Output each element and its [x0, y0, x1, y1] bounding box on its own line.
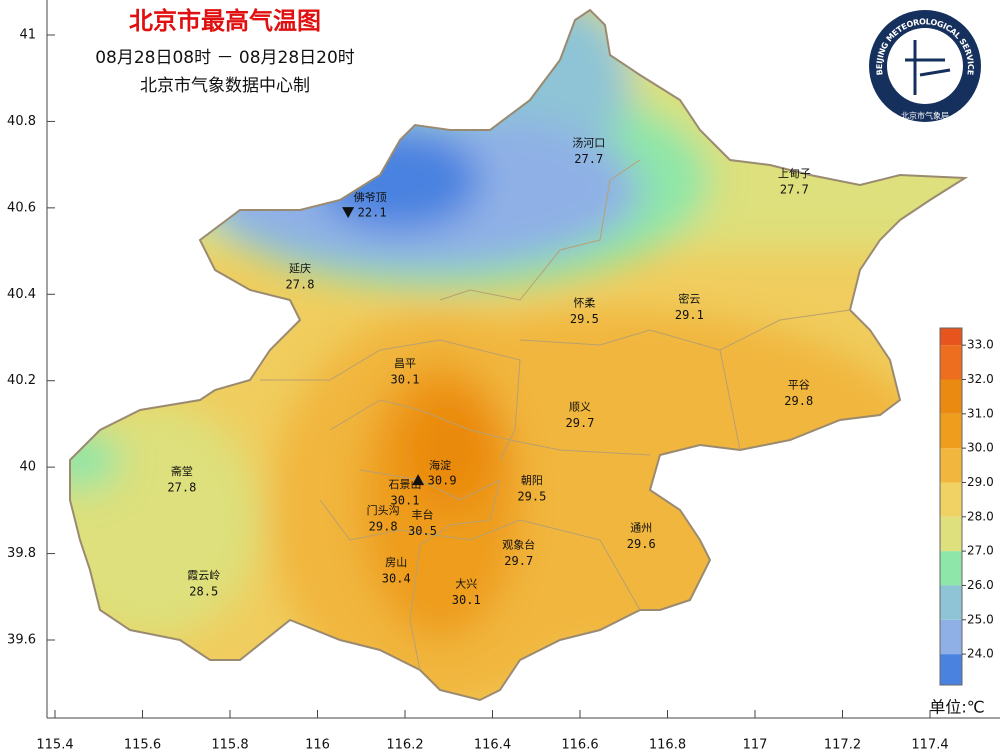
station-name: 怀柔 — [573, 297, 595, 310]
station-name: 海淀 — [429, 458, 451, 472]
station-name: 昌平 — [394, 357, 416, 370]
station-value: 30.1 — [391, 494, 420, 508]
station-name: 石景山 — [389, 478, 422, 491]
x-tick-label: 116 — [305, 738, 330, 753]
station-name: 斋堂 — [171, 464, 193, 478]
station-name: 平谷 — [788, 379, 810, 392]
y-tick-label: 40.2 — [7, 373, 36, 388]
station-name: 霞云岭 — [187, 568, 220, 582]
station-value: 29.1 — [675, 308, 704, 322]
station-value: 29.7 — [504, 554, 533, 568]
y-tick-label: 41 — [19, 28, 36, 43]
colorbar-band — [940, 516, 962, 552]
y-tick-label: 39.8 — [7, 546, 36, 561]
station-name: 房山 — [385, 556, 407, 569]
station-value: 29.8 — [784, 394, 813, 408]
x-tick-label: 115.4 — [36, 738, 73, 753]
x-tick-label: 117.4 — [911, 738, 948, 753]
station-name: 朝阳 — [521, 474, 543, 487]
station-value: 30.5 — [408, 524, 437, 538]
station-value: 29.5 — [570, 312, 599, 326]
colorbar-band — [940, 413, 962, 449]
logo-cn: 北京市气象局 — [901, 111, 949, 121]
station-name: 延庆 — [289, 261, 311, 275]
title: 北京市最高气温图 — [129, 7, 321, 35]
colorbar-frame — [939, 327, 963, 686]
colorbar-label: 29.0 — [967, 475, 994, 489]
station-value: 27.7 — [780, 182, 809, 196]
colorbar-band — [940, 482, 962, 517]
colorbar-band — [940, 448, 962, 483]
station-name: 通州 — [630, 521, 652, 534]
x-tick-label: 116.4 — [474, 738, 511, 753]
station-name: 门头沟 — [367, 503, 400, 517]
colorbar-band — [940, 379, 962, 414]
logo-glyph — [905, 40, 951, 95]
station-name: 观象台 — [502, 538, 535, 552]
colorbar-band — [940, 328, 962, 346]
station-value: 27.8 — [286, 278, 315, 292]
logo-inner — [887, 28, 963, 104]
logo: BEIJING METEOROLOGICAL SERVICE 北京市气象局 — [869, 10, 981, 122]
x-tick-label: 115.6 — [124, 738, 161, 753]
station-name: 汤河口 — [572, 136, 605, 150]
colorbar-label: 30.0 — [967, 441, 994, 455]
colorbar-label: 32.0 — [967, 372, 994, 386]
x-tick-label: 115.8 — [211, 738, 248, 753]
producer: 北京市气象数据中心制 — [140, 76, 310, 96]
station-marker — [342, 207, 355, 219]
y-tick-label: 40.4 — [7, 287, 36, 302]
station-name: 佛爷顶 — [354, 190, 387, 204]
y-tick-label: 40 — [19, 460, 36, 475]
colorbar-label: 26.0 — [967, 578, 994, 592]
station-value: 30.1 — [452, 593, 481, 607]
colorbar-label: 33.0 — [967, 338, 994, 352]
y-tick-label: 39.6 — [7, 633, 36, 648]
colorbar-label: 31.0 — [967, 406, 994, 420]
x-tick-label: 116.2 — [386, 738, 423, 753]
colorbar-band — [940, 619, 962, 655]
colorbar-label: 27.0 — [967, 544, 994, 558]
station-value: 30.1 — [391, 373, 420, 387]
period: 08月28日08时 － 08月28日20时 — [95, 48, 355, 68]
station-value: 29.8 — [369, 520, 398, 534]
x-tick-label: 117.2 — [824, 738, 861, 753]
colorbar-label: 24.0 — [967, 647, 994, 661]
colorbar-band — [940, 345, 962, 380]
station-name: 密云 — [678, 291, 700, 305]
station-value: 27.7 — [574, 152, 603, 166]
station-value: 22.1 — [358, 206, 387, 220]
colorbar-band — [940, 654, 962, 685]
station-value: 29.6 — [627, 537, 656, 551]
station-name: 顺义 — [569, 400, 591, 413]
colorbar-band — [940, 585, 962, 620]
station-name: 丰台 — [412, 507, 434, 521]
unit-label: 单位:℃ — [929, 698, 984, 717]
station-name: 大兴 — [455, 576, 477, 590]
station-marker — [412, 474, 425, 486]
station-value: 29.5 — [517, 489, 546, 503]
x-tick-label: 116.6 — [561, 738, 598, 753]
station-value: 29.7 — [566, 416, 595, 430]
colorbar-label: 28.0 — [967, 509, 994, 523]
y-tick-label: 40.8 — [7, 114, 36, 129]
station-name: 上甸子 — [778, 167, 811, 180]
colorbar-band — [940, 551, 962, 586]
station-value: 30.9 — [428, 474, 457, 488]
district-boundaries — [260, 159, 851, 671]
y-tick-label: 40.6 — [7, 200, 36, 215]
station-value: 27.8 — [167, 481, 196, 495]
x-tick-label: 117 — [743, 738, 768, 753]
station-value: 28.5 — [189, 584, 218, 598]
x-tick-label: 116.8 — [649, 738, 686, 753]
colorbar-label: 25.0 — [967, 612, 994, 626]
station-value: 30.4 — [382, 571, 411, 585]
